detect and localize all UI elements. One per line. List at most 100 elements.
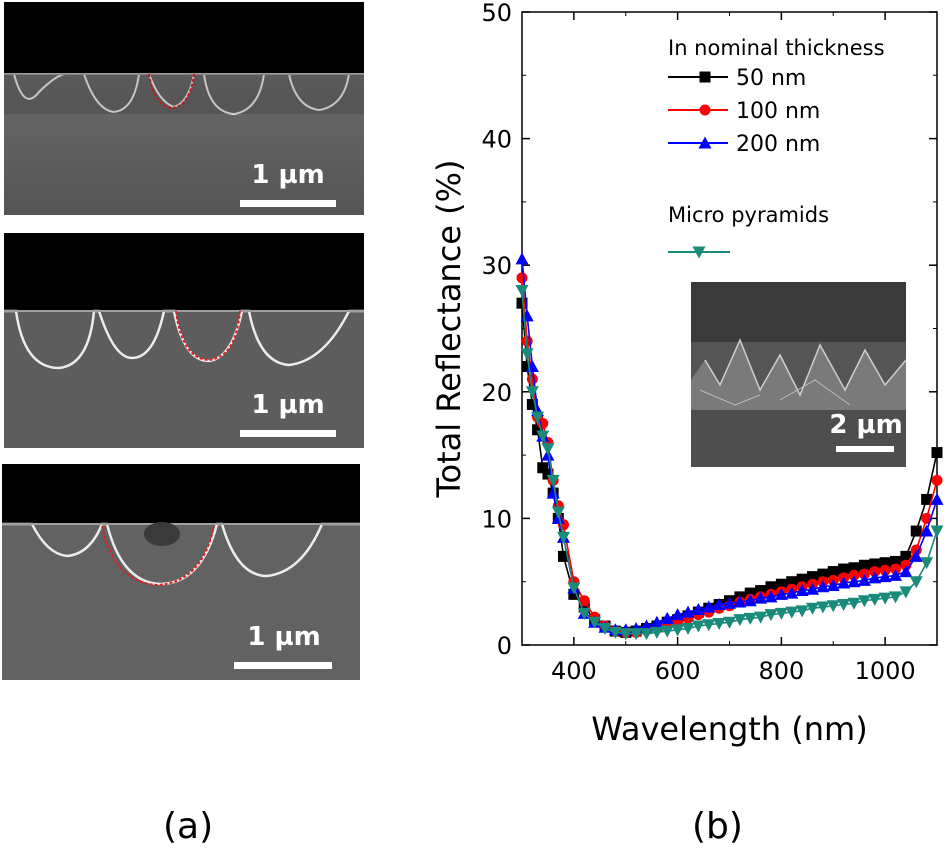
point-50-nm-940 (848, 562, 860, 574)
legend-group2-title: Micro pyramids (668, 203, 829, 227)
point-200-nm-880 (816, 580, 830, 593)
point-50-nm-1040 (900, 550, 912, 562)
point-micro-pyramids-340 (536, 430, 550, 443)
point-50-nm-350 (542, 468, 554, 480)
x-tick-label-800: 800 (758, 657, 804, 685)
point-micro-pyramids-860 (806, 602, 819, 615)
point-200-nm-1060 (909, 549, 923, 562)
point-micro-pyramids-460 (598, 623, 612, 636)
point-200-nm-760 (754, 591, 768, 604)
point-200-nm-1040 (899, 565, 913, 578)
point-micro-pyramids-380 (557, 531, 570, 544)
point-200-nm-980 (868, 571, 882, 584)
legend-label-100-nm: 100 nm (736, 99, 820, 124)
point-200-nm-660 (702, 600, 716, 613)
point-micro-pyramids-360 (546, 474, 560, 487)
point-micro-pyramids-820 (785, 606, 799, 619)
point-micro-pyramids-480 (608, 626, 622, 639)
point-100-nm-300 (516, 272, 528, 284)
point-200-nm-580 (660, 611, 674, 624)
legend-marker-50-nm (699, 71, 711, 83)
y-tick-label-20: 20 (481, 379, 512, 407)
sem-100nm-scale-label: 1 µm (251, 390, 325, 420)
point-micro-pyramids-580 (660, 625, 674, 638)
point-micro-pyramids-680 (712, 617, 726, 630)
point-50-nm-740 (744, 587, 756, 599)
point-50-nm-840 (796, 573, 808, 585)
point-200-nm-700 (723, 596, 736, 609)
point-micro-pyramids-420 (577, 607, 591, 620)
point-micro-pyramids-700 (723, 616, 736, 629)
y-tick-label-10: 10 (481, 505, 512, 533)
sem-image-50nm-graphic (4, 2, 364, 215)
point-micro-pyramids-760 (754, 611, 768, 624)
point-50-nm-1100 (931, 447, 943, 459)
point-micro-pyramids-840 (795, 605, 809, 618)
point-50-nm-1020 (890, 555, 901, 567)
point-micro-pyramids-640 (691, 620, 705, 633)
inset-scale-label: 2 µm (829, 410, 902, 440)
point-micro-pyramids-1000 (878, 592, 892, 605)
point-200-nm-560 (650, 615, 664, 628)
panel-a-label: (a) (163, 806, 214, 847)
point-micro-pyramids-660 (702, 619, 716, 632)
point-micro-pyramids-560 (650, 626, 664, 639)
point-micro-pyramids-520 (629, 628, 643, 641)
sem-200nm-scale-label: 1 µm (247, 622, 321, 652)
sem-100nm-scale-bar (240, 430, 336, 437)
point-micro-pyramids-1080 (920, 557, 934, 570)
legend-label-200-nm: 200 nm (736, 132, 820, 157)
point-50-nm-780 (765, 581, 777, 593)
legend-marker-200-nm (698, 136, 712, 149)
panel-b-label: (b) (692, 806, 743, 847)
x-tick-label-600: 600 (655, 657, 701, 685)
point-50-nm-380 (558, 550, 569, 562)
point-100-nm-420 (578, 595, 590, 607)
micro-pyramids-inset (691, 282, 907, 467)
point-50-nm-1000 (879, 557, 891, 569)
point-200-nm-900 (826, 578, 840, 591)
point-200-nm-800 (774, 587, 788, 600)
point-50-nm-1080 (921, 493, 933, 505)
point-micro-pyramids-740 (743, 612, 757, 625)
point-200-nm-840 (795, 584, 809, 597)
y-tick-label-40: 40 (481, 126, 512, 154)
point-200-nm-940 (847, 575, 861, 588)
point-micro-pyramids-440 (588, 616, 602, 629)
point-50-nm-800 (775, 578, 787, 590)
sem-200nm-scale-bar (234, 662, 332, 669)
point-200-nm-680 (712, 597, 726, 610)
point-50-nm-300 (516, 297, 528, 309)
point-200-nm-820 (785, 586, 799, 599)
point-100-nm-1100 (931, 474, 943, 486)
sem-50nm-scale-bar (240, 200, 336, 207)
point-200-nm-1100 (930, 492, 944, 505)
point-200-nm-860 (806, 582, 819, 595)
point-50-nm-900 (827, 566, 839, 578)
y-tick-label-30: 30 (481, 252, 512, 280)
point-50-nm-820 (786, 576, 798, 588)
point-micro-pyramids-400 (567, 582, 581, 595)
point-200-nm-740 (743, 594, 757, 607)
legend-marker-micro-pyramids (692, 246, 706, 259)
y-axis-label: Total Reflectance (%) (430, 159, 468, 498)
point-200-nm-1020 (889, 568, 902, 581)
point-micro-pyramids-330 (531, 411, 545, 424)
point-micro-pyramids-370 (551, 506, 565, 519)
point-micro-pyramids-310 (520, 348, 534, 361)
point-50-nm-760 (755, 585, 767, 597)
point-micro-pyramids-540 (640, 628, 653, 641)
point-50-nm-920 (838, 563, 850, 575)
y-tick-label-50: 50 (481, 0, 512, 27)
point-200-nm-620 (681, 605, 695, 618)
point-micro-pyramids-920 (837, 598, 851, 611)
point-50-nm-860 (807, 571, 818, 583)
legend-label-50-nm: 50 nm (736, 66, 806, 91)
inset-scale-bar (836, 446, 894, 452)
sem-image-100nm (4, 233, 364, 448)
point-micro-pyramids-350 (541, 443, 555, 456)
point-200-nm-920 (837, 576, 851, 589)
point-200-nm-300 (515, 252, 529, 265)
point-micro-pyramids-980 (868, 593, 882, 606)
